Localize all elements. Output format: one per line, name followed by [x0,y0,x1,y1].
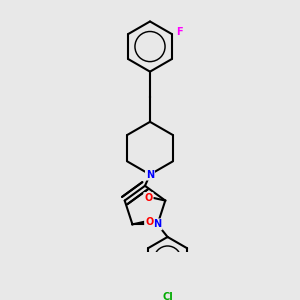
Text: F: F [176,26,183,37]
Text: O: O [144,193,153,203]
Text: O: O [145,217,153,227]
Text: N: N [154,219,162,230]
Text: N: N [146,169,154,179]
Text: Cl: Cl [162,292,173,300]
